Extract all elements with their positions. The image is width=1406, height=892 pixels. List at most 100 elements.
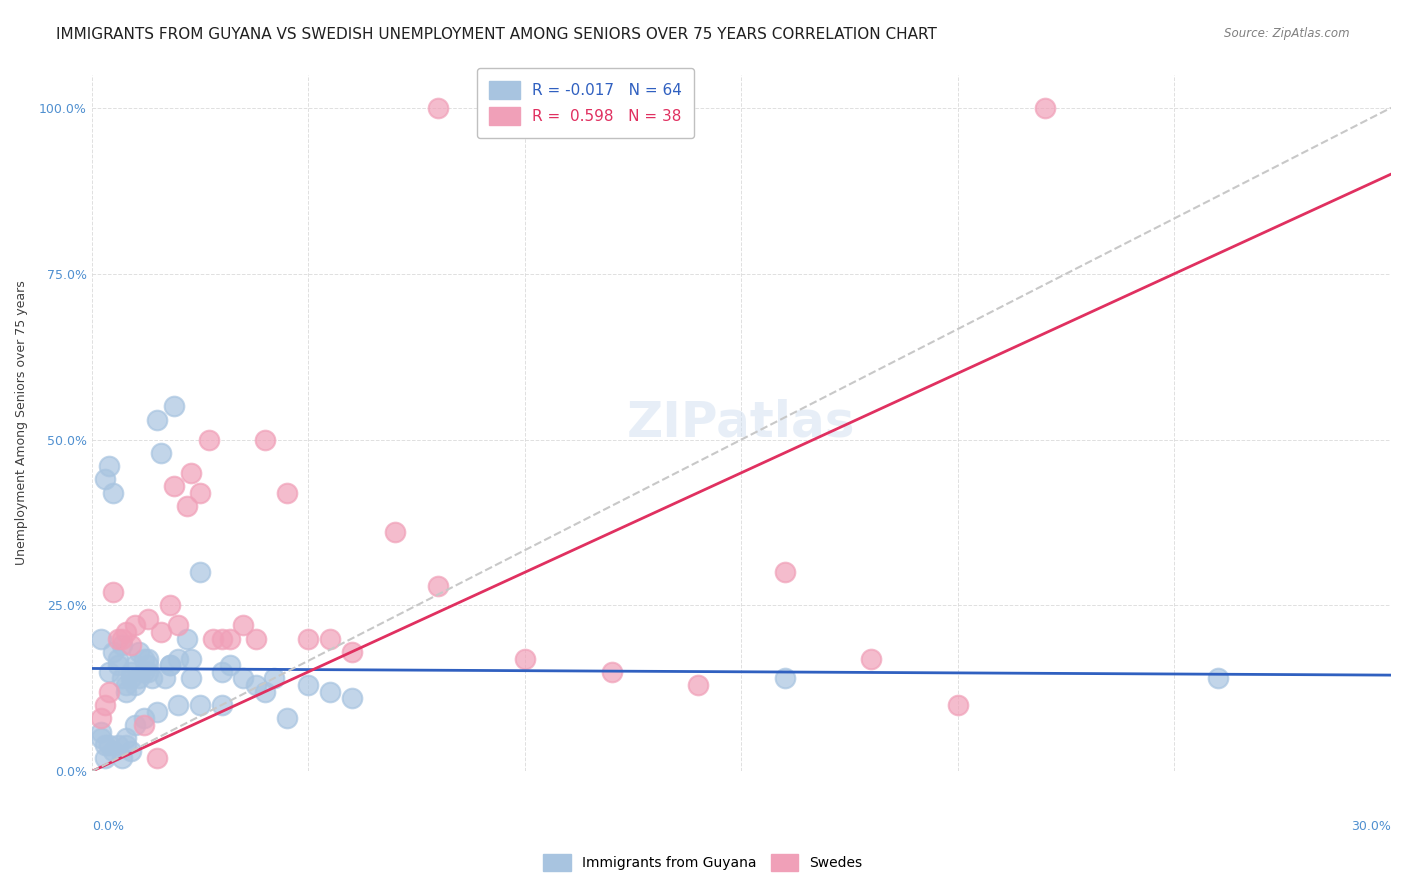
- Point: [89, 731, 111, 746]
- Point: [384, 525, 406, 540]
- Point: [1206, 672, 1229, 686]
- Point: [107, 651, 129, 665]
- Point: [860, 651, 883, 665]
- Point: [132, 711, 155, 725]
- Point: [211, 665, 233, 679]
- Legend: Immigrants from Guyana, Swedes: Immigrants from Guyana, Swedes: [538, 848, 868, 876]
- Point: [232, 672, 254, 686]
- Point: [219, 658, 242, 673]
- Point: [219, 632, 242, 646]
- Point: [120, 638, 142, 652]
- Point: [136, 612, 159, 626]
- Y-axis label: Unemployment Among Seniors over 75 years: Unemployment Among Seniors over 75 years: [15, 281, 28, 566]
- Point: [132, 665, 155, 679]
- Point: [211, 632, 233, 646]
- Point: [132, 718, 155, 732]
- Point: [128, 645, 150, 659]
- Point: [254, 433, 277, 447]
- Point: [115, 624, 138, 639]
- Point: [159, 658, 181, 673]
- Point: [89, 711, 111, 725]
- Point: [103, 585, 125, 599]
- Point: [146, 412, 169, 426]
- Point: [94, 751, 117, 765]
- Text: 0.0%: 0.0%: [91, 820, 124, 833]
- Point: [773, 566, 796, 580]
- Point: [94, 738, 117, 752]
- Point: [159, 658, 181, 673]
- Point: [103, 645, 125, 659]
- Point: [94, 472, 117, 486]
- Point: [773, 672, 796, 686]
- Point: [107, 632, 129, 646]
- Point: [132, 651, 155, 665]
- Point: [124, 718, 146, 732]
- Point: [111, 751, 134, 765]
- Point: [115, 731, 138, 746]
- Point: [141, 672, 163, 686]
- Point: [176, 499, 198, 513]
- Point: [120, 672, 142, 686]
- Point: [98, 459, 121, 474]
- Text: IMMIGRANTS FROM GUYANA VS SWEDISH UNEMPLOYMENT AMONG SENIORS OVER 75 YEARS CORRE: IMMIGRANTS FROM GUYANA VS SWEDISH UNEMPL…: [56, 27, 938, 42]
- Point: [319, 684, 342, 698]
- Point: [124, 678, 146, 692]
- Point: [167, 698, 190, 712]
- Point: [128, 672, 150, 686]
- Point: [146, 705, 169, 719]
- Point: [115, 738, 138, 752]
- Point: [245, 632, 267, 646]
- Point: [98, 738, 121, 752]
- Text: ZIPatlas: ZIPatlas: [627, 399, 856, 447]
- Point: [150, 446, 173, 460]
- Point: [167, 651, 190, 665]
- Point: [513, 651, 536, 665]
- Point: [254, 684, 277, 698]
- Text: 30.0%: 30.0%: [1351, 820, 1391, 833]
- Point: [107, 738, 129, 752]
- Point: [188, 566, 211, 580]
- Point: [124, 618, 146, 632]
- Point: [111, 672, 134, 686]
- Point: [98, 665, 121, 679]
- Point: [188, 485, 211, 500]
- Point: [245, 678, 267, 692]
- Point: [176, 632, 198, 646]
- Point: [211, 698, 233, 712]
- Point: [115, 678, 138, 692]
- Point: [1033, 101, 1056, 115]
- Point: [159, 599, 181, 613]
- Point: [150, 624, 173, 639]
- Point: [98, 684, 121, 698]
- Point: [427, 101, 450, 115]
- Point: [340, 645, 363, 659]
- Point: [115, 684, 138, 698]
- Point: [276, 711, 298, 725]
- Point: [163, 400, 186, 414]
- Point: [136, 658, 159, 673]
- Point: [103, 744, 125, 758]
- Point: [107, 658, 129, 673]
- Point: [111, 632, 134, 646]
- Point: [232, 618, 254, 632]
- Point: [297, 678, 319, 692]
- Point: [155, 672, 177, 686]
- Point: [146, 751, 169, 765]
- Point: [600, 665, 623, 679]
- Point: [276, 485, 298, 500]
- Point: [89, 632, 111, 646]
- Point: [946, 698, 969, 712]
- Point: [163, 479, 186, 493]
- Point: [188, 698, 211, 712]
- Point: [197, 433, 219, 447]
- Point: [319, 632, 342, 646]
- Point: [180, 466, 202, 480]
- Legend: R = -0.017   N = 64, R =  0.598   N = 38: R = -0.017 N = 64, R = 0.598 N = 38: [477, 69, 695, 137]
- Point: [167, 618, 190, 632]
- Point: [427, 578, 450, 592]
- Point: [94, 698, 117, 712]
- Point: [136, 651, 159, 665]
- Point: [180, 672, 202, 686]
- Point: [202, 632, 225, 646]
- Point: [103, 485, 125, 500]
